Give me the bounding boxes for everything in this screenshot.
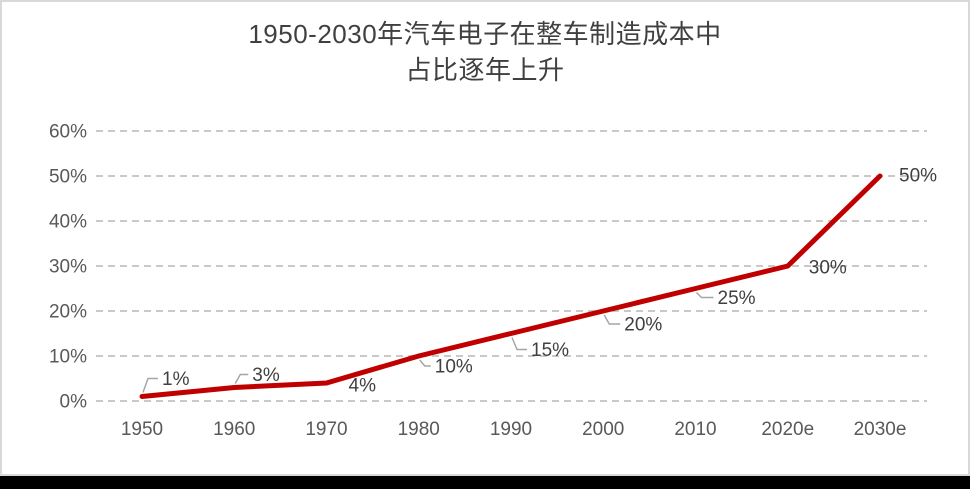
- data-point-label: 10%: [435, 357, 473, 378]
- x-axis-tick-label: 2010: [674, 419, 716, 440]
- data-point-label: 1%: [162, 369, 190, 390]
- x-axis-tick-label: 1960: [213, 419, 255, 440]
- data-label-leader-line: [419, 359, 431, 367]
- x-axis-tick-label: 1980: [398, 419, 440, 440]
- y-axis-tick-label: 30%: [49, 257, 87, 278]
- y-axis-tick-label: 60%: [49, 122, 87, 143]
- bottom-black-bar: [0, 476, 970, 489]
- x-axis-tick-label: 2020e: [761, 419, 814, 440]
- x-axis-tick-label: 1970: [305, 419, 347, 440]
- data-point-label: 25%: [718, 288, 756, 309]
- y-axis-tick-label: 10%: [49, 347, 87, 368]
- line-chart: 0% 10% 20% 30% 40% 50% 60% 1950 1960 1970 1980 1990…: [49, 122, 937, 441]
- data-point-label: 15%: [531, 340, 569, 361]
- y-axis-tick-label: 50%: [49, 167, 87, 188]
- chart-slide: 1950-2030年汽车电子在整车制造成本中 占比逐年上升 0% 10% 20% 30…: [0, 0, 970, 476]
- data-label-leader-line: [142, 377, 158, 393]
- data-label-leader-line: [511, 337, 527, 351]
- data-point-label: 20%: [624, 315, 662, 336]
- data-label-leader-line: [603, 314, 621, 325]
- data-point-label: 30%: [809, 258, 847, 279]
- x-axis-tick-label: 2030e: [854, 419, 907, 440]
- x-axis-tick-label: 1950: [121, 419, 163, 440]
- chart-title-line1: 1950-2030年汽车电子在整车制造成本中: [248, 19, 722, 49]
- y-axis-tick-label: 20%: [49, 302, 87, 323]
- chart-title: 1950-2030年汽车电子在整车制造成本中 占比逐年上升: [2, 16, 968, 88]
- data-label-leader-line: [695, 291, 714, 299]
- chart-title-line2: 占比逐年上升: [405, 55, 565, 85]
- data-point-label: 3%: [252, 365, 280, 386]
- x-axis-tick-label: 2000: [582, 419, 624, 440]
- cost-share-trend-line: [139, 173, 883, 399]
- data-point-label: 50%: [899, 166, 937, 187]
- x-axis-tick-label: 1990: [490, 419, 532, 440]
- y-axis-tick-label: 40%: [49, 212, 87, 233]
- data-point-label: 4%: [349, 376, 377, 397]
- data-label-leader-line: [234, 373, 249, 384]
- y-axis-tick-label: 0%: [60, 392, 88, 413]
